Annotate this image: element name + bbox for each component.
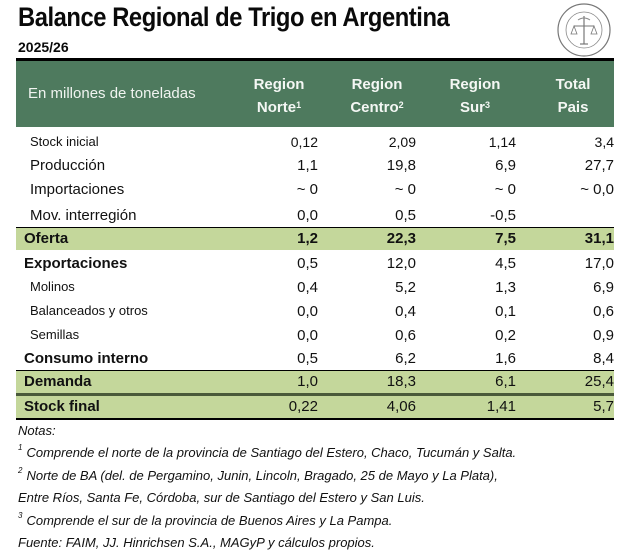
table-header: En millones de toneladas Region Norte1 R… bbox=[16, 61, 614, 127]
divider bbox=[16, 393, 614, 396]
table-row-demanda: Demanda 1,0 18,3 6,1 25,4 bbox=[16, 371, 614, 393]
table-row-importaciones: Importaciones ~ 0 ~ 0 ~ 0 ~ 0,0 bbox=[30, 181, 614, 198]
page-title: Balance Regional de Trigo en Argentina bbox=[18, 2, 450, 32]
bottom-rule bbox=[16, 418, 614, 420]
note-3: 3 Comprende el sur de la provincia de Bue… bbox=[18, 511, 393, 528]
column-header-centro: Region Centro2 bbox=[350, 76, 404, 116]
table-row-consumo-interno: Consumo interno 0,5 6,2 1,6 8,4 bbox=[24, 350, 614, 367]
note-1: 1 Comprende el norte de la provincia de S… bbox=[18, 443, 517, 460]
notes-heading: Notas: bbox=[18, 423, 56, 438]
column-header-norte: Region Norte1 bbox=[253, 76, 305, 116]
table-row-stock-final: Stock final 0,22 4,06 1,41 5,7 bbox=[16, 396, 614, 418]
divider bbox=[16, 370, 614, 371]
note-2: 2 Norte de BA (del. de Pergamino, Junin, … bbox=[18, 466, 498, 483]
table-row-semillas: Semillas 0,0 0,6 0,2 0,9 bbox=[30, 327, 614, 344]
table-row-molinos: Molinos 0,4 5,2 1,3 6,9 bbox=[30, 279, 614, 296]
table-row-balanceados: Balanceados y otros 0,0 0,4 0,1 0,6 bbox=[30, 303, 614, 320]
divider bbox=[16, 227, 614, 228]
bolsa-de-comercio-seal-logo bbox=[557, 3, 611, 57]
column-header-sur: Region Sur3 bbox=[449, 76, 501, 116]
table-row-oferta: Oferta 1,2 22,3 7,5 31,1 bbox=[16, 228, 614, 250]
table-row-stock-inicial: Stock inicial 0,12 2,09 1,14 3,4 bbox=[30, 134, 614, 150]
unit-label: En millones de toneladas bbox=[28, 85, 196, 102]
season-label: 2025/26 bbox=[18, 39, 69, 55]
table-row-produccion: Producción 1,1 19,8 6,9 27,7 bbox=[30, 157, 614, 174]
column-header-total: Total Pais bbox=[555, 76, 591, 116]
table-row-mov-interregion: Mov. interregión 0,0 0,5 -0,5 bbox=[30, 207, 516, 224]
note-2-cont: Entre Ríos, Santa Fe, Córdoba, sur de Sa… bbox=[18, 490, 425, 505]
top-rule bbox=[16, 58, 614, 61]
source-note: Fuente: FAIM, JJ. Hinrichsen S.A., MAGyP… bbox=[18, 535, 375, 550]
table-row-exportaciones: Exportaciones 0,5 12,0 4,5 17,0 bbox=[24, 255, 614, 272]
